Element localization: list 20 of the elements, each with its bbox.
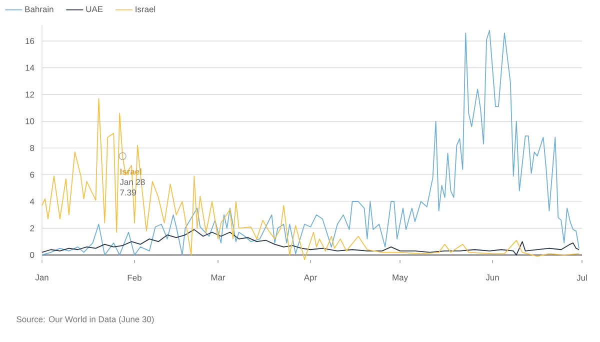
- legend-label: UAE: [86, 6, 103, 12]
- x-tick-label: Jan: [35, 274, 48, 280]
- x-tick-label: Jun: [486, 274, 499, 280]
- y-tick-label: 2: [30, 225, 34, 232]
- y-tick-label: 16: [26, 38, 34, 44]
- y-tick-label: 0: [30, 252, 34, 258]
- y-tick-label: 4: [30, 198, 34, 204]
- x-tick-label: Jul: [576, 274, 587, 281]
- x-tick-label: Mar: [211, 274, 226, 280]
- x-tick-label: Apr: [304, 274, 317, 282]
- x-tick-label: May: [392, 274, 408, 282]
- y-tick-label: 12: [26, 92, 34, 98]
- y-tick-label: 8: [30, 145, 34, 151]
- y-tick-label: 14: [26, 64, 34, 71]
- legend-label: Bahrain: [25, 6, 54, 12]
- x-tick-label: Feb: [128, 274, 142, 281]
- y-tick-label: 10: [26, 118, 34, 124]
- y-tick-label: 6: [30, 172, 34, 178]
- source-note: Source: Our World in Data (June 30): [16, 316, 154, 324]
- legend-label: Israel: [136, 6, 156, 12]
